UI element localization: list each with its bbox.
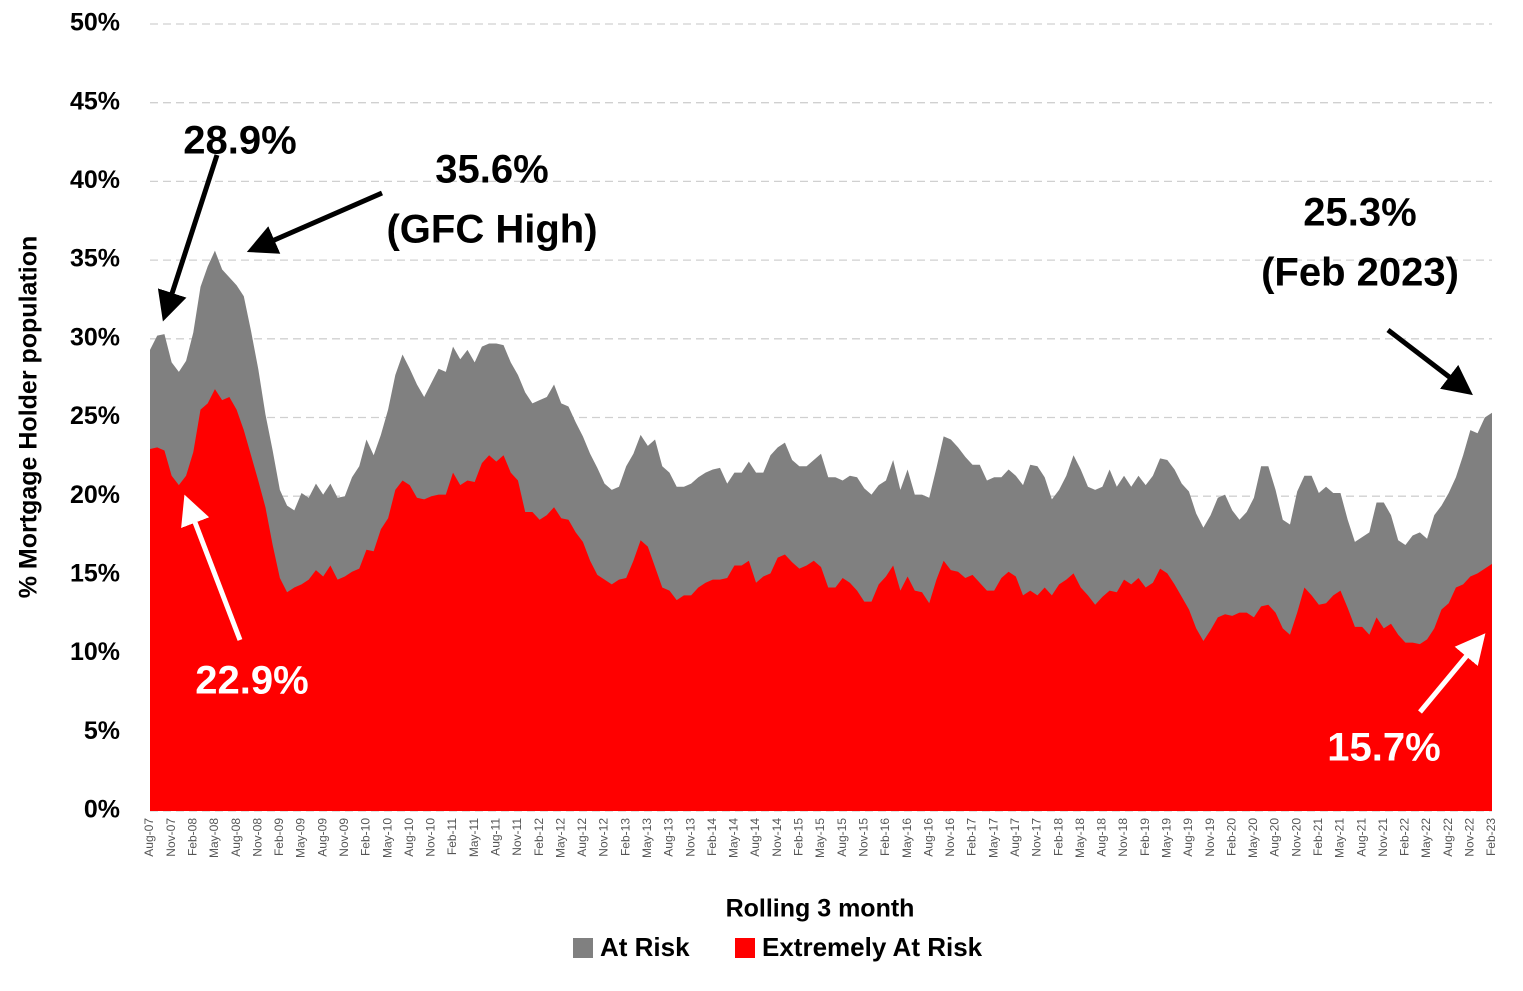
x-tick-label: May-15 bbox=[813, 818, 827, 858]
y-tick-label: 35% bbox=[70, 245, 120, 273]
x-tick-label: Feb-09 bbox=[272, 818, 286, 856]
legend-swatch bbox=[735, 938, 755, 958]
x-tick-label: May-10 bbox=[380, 818, 394, 858]
x-tick-label: Nov-21 bbox=[1376, 818, 1390, 857]
x-tick-label: May-17 bbox=[986, 818, 1000, 858]
x-tick-label: Nov-16 bbox=[943, 818, 957, 857]
y-tick-label: 25% bbox=[70, 402, 120, 430]
x-tick-label: Aug-21 bbox=[1354, 818, 1368, 857]
x-tick-label: Aug-10 bbox=[402, 818, 416, 857]
x-tick-label: Feb-11 bbox=[445, 818, 459, 855]
annotation: 22.9% bbox=[195, 659, 308, 703]
x-tick-label: Nov-11 bbox=[510, 818, 524, 856]
x-tick-label: May-14 bbox=[727, 818, 741, 858]
annotation: 35.6% bbox=[435, 148, 548, 192]
x-tick-label: Feb-15 bbox=[792, 818, 806, 856]
x-tick-label: Feb-08 bbox=[185, 818, 199, 856]
y-tick-label: 5% bbox=[84, 717, 120, 745]
x-tick-label: Nov-08 bbox=[250, 818, 264, 857]
x-axis-title: Rolling 3 month bbox=[726, 895, 915, 923]
y-axis-title: % Mortgage Holder population bbox=[15, 236, 43, 599]
x-tick-label: Aug-16 bbox=[921, 818, 935, 857]
x-tick-label: May-13 bbox=[640, 818, 654, 858]
x-tick-label: Feb-16 bbox=[878, 818, 892, 856]
arrow bbox=[1418, 633, 1486, 714]
arrow bbox=[157, 154, 220, 322]
y-tick-label: 0% bbox=[84, 796, 120, 824]
x-tick-label: Feb-10 bbox=[359, 818, 373, 856]
x-tick-label: Feb-18 bbox=[1051, 818, 1065, 856]
x-tick-label: Aug-14 bbox=[748, 818, 762, 857]
x-tick-label: Feb-22 bbox=[1398, 818, 1412, 856]
y-tick-label: 15% bbox=[70, 560, 120, 588]
x-tick-label: May-21 bbox=[1333, 818, 1347, 858]
x-tick-label: May-11 bbox=[467, 818, 481, 857]
x-tick-label: Feb-23 bbox=[1484, 818, 1498, 856]
x-tick-label: Nov-14 bbox=[770, 818, 784, 857]
x-tick-label: Feb-14 bbox=[705, 818, 719, 856]
arrows bbox=[157, 154, 1486, 714]
x-tick-label: Aug-15 bbox=[835, 818, 849, 857]
annotation: 25.3% bbox=[1303, 191, 1416, 235]
x-tick-label: Nov-15 bbox=[856, 818, 870, 857]
x-tick-label: Nov-18 bbox=[1116, 818, 1130, 857]
x-tick-label: May-18 bbox=[1073, 818, 1087, 858]
arrow bbox=[246, 190, 384, 254]
annotation: (GFC High) bbox=[386, 208, 597, 252]
x-tick-label: Nov-22 bbox=[1463, 818, 1477, 857]
x-tick-label: Aug-22 bbox=[1441, 818, 1455, 857]
x-tick-label: May-12 bbox=[553, 818, 567, 858]
x-tick-label: Nov-13 bbox=[683, 818, 697, 857]
x-tick-label: Nov-10 bbox=[424, 818, 438, 857]
annotation: 15.7% bbox=[1327, 726, 1440, 770]
y-tick-label: 40% bbox=[70, 166, 120, 194]
x-tick-label: Nov-17 bbox=[1030, 818, 1044, 857]
annotation: (Feb 2023) bbox=[1261, 251, 1459, 295]
x-tick-label: Aug-18 bbox=[1095, 818, 1109, 857]
x-tick-label: Aug-09 bbox=[315, 818, 329, 857]
x-tick-label: May-08 bbox=[207, 818, 221, 858]
y-tick-label: 10% bbox=[70, 638, 120, 666]
x-tick-label: Aug-17 bbox=[1008, 818, 1022, 857]
y-tick-label: 50% bbox=[70, 9, 120, 37]
x-tick-label: Nov-07 bbox=[164, 818, 178, 857]
x-tick-label: May-19 bbox=[1159, 818, 1173, 858]
x-tick-label: Feb-12 bbox=[532, 818, 546, 856]
arrow bbox=[1386, 328, 1473, 396]
plot-area bbox=[150, 250, 1492, 811]
x-tick-label: Aug-08 bbox=[229, 818, 243, 857]
x-tick-label: Nov-12 bbox=[597, 818, 611, 857]
y-tick-label: 30% bbox=[70, 323, 120, 351]
x-tick-label: May-09 bbox=[294, 818, 308, 858]
x-tick-label: Nov-09 bbox=[337, 818, 351, 857]
x-tick-label: May-16 bbox=[900, 818, 914, 858]
legend-label: Extremely At Risk bbox=[762, 932, 983, 962]
x-tick-label: Aug-12 bbox=[575, 818, 589, 857]
x-tick-label: Feb-19 bbox=[1138, 818, 1152, 856]
x-tick-label: Feb-13 bbox=[618, 818, 632, 856]
area bbox=[150, 389, 1492, 811]
x-tick-label: Aug-13 bbox=[662, 818, 676, 857]
y-tick-label: 45% bbox=[70, 87, 120, 115]
x-tick-label: Aug-20 bbox=[1268, 818, 1282, 857]
labels: Rolling 3 month % Mortgage Holder popula… bbox=[15, 9, 1499, 962]
x-tick-label: Aug-07 bbox=[142, 818, 156, 857]
x-tick-label: Feb-17 bbox=[965, 818, 979, 856]
x-tick-label: May-20 bbox=[1246, 818, 1260, 858]
legend-label: At Risk bbox=[600, 932, 690, 962]
x-tick-label: Feb-20 bbox=[1224, 818, 1238, 856]
x-tick-label: May-22 bbox=[1419, 818, 1433, 858]
x-tick-label: Aug-19 bbox=[1181, 818, 1195, 857]
x-tick-label: Nov-20 bbox=[1289, 818, 1303, 857]
y-tick-label: 20% bbox=[70, 481, 120, 509]
x-tick-label: Aug-11 bbox=[488, 818, 502, 856]
x-tick-label: Nov-19 bbox=[1203, 818, 1217, 857]
arrow bbox=[181, 494, 243, 641]
annotation: 28.9% bbox=[183, 119, 296, 163]
legend-swatch bbox=[573, 938, 593, 958]
x-tick-label: Feb-21 bbox=[1311, 818, 1325, 856]
